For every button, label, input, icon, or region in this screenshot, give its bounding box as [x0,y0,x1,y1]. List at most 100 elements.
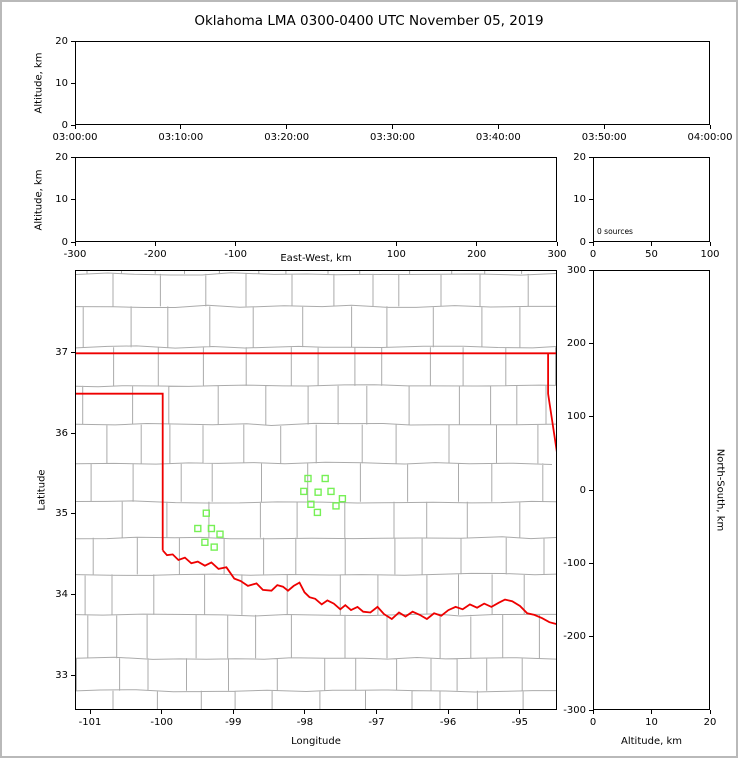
y-tick-label: 10 [573,194,586,205]
x-tick-label: -99 [225,717,242,728]
x-tick-label: 100 [386,249,406,260]
x-tick-label: 03:30:00 [370,132,415,143]
y-axis-label-ew-height: Altitude, km [33,169,45,230]
x-tick-mark [161,710,163,714]
y-tick-label: 36 [55,427,68,439]
x-tick-mark [556,242,558,246]
y-tick-label: 34 [55,589,68,601]
county-boundaries [76,271,556,709]
panel-ns-height [593,270,710,710]
x-tick-label: 03:40:00 [475,132,521,143]
lma-station-marker [332,502,340,510]
lma-station-marker [304,474,312,483]
x-tick-mark [447,710,449,714]
x-tick-mark [392,125,393,129]
x-tick-mark [592,710,594,714]
y-tick-label: 300 [566,264,586,276]
x-tick-label: 03:10:00 [158,132,204,143]
sources-count-annotation: 0 sources [597,227,633,236]
x-tick-mark [286,125,288,129]
y-tick-label: 35 [55,508,68,520]
x-tick-label: 03:20:00 [264,132,310,143]
y-tick-label: 20 [55,35,68,47]
y-tick-label: 10 [55,194,68,205]
x-tick-label: 50 [645,249,658,260]
y-tick-mark [589,241,593,243]
y-tick-label: 10 [55,77,68,89]
x-axis-label-ew-height: East-West, km [280,253,352,264]
x-tick-mark [180,125,182,129]
x-tick-label: 20 [703,717,717,728]
x-tick-label: -98 [296,717,314,728]
x-tick-label: -97 [368,717,385,728]
x-tick-mark [376,710,377,714]
y-tick-label: 0 [61,119,68,131]
x-tick-mark [709,710,711,714]
figure-title: Oklahoma LMA 0300-0400 UTC November 05, … [194,13,544,29]
y-axis-label-plan-view: Latitude [36,469,48,511]
y-tick-mark [71,82,75,84]
lma-station-marker [210,543,218,551]
state-border-red-river-south [162,549,556,625]
x-tick-label: 04:00:00 [687,132,733,143]
x-tick-label: 0 [589,717,597,728]
y-tick-mark [71,594,75,596]
x-tick-label: 0 [589,249,597,260]
panel-ew-height [75,157,557,242]
y-tick-label: -300 [563,704,586,716]
y-axis-label-right-ns-height: North-South, km [714,448,726,532]
lma-station-marker [201,538,209,546]
x-tick-mark [235,242,237,246]
y-tick-label: 20 [573,151,586,163]
lma-station-marker [321,474,329,483]
y-tick-mark [589,156,593,158]
y-tick-mark [71,513,75,515]
y-tick-mark [589,562,593,564]
lma-station-marker [313,508,322,517]
lma-station-marker [327,487,335,496]
y-tick-mark [589,709,593,711]
y-tick-mark [589,636,593,638]
y-tick-mark [71,241,75,243]
state-border-missouri-arkansas-east [547,353,556,453]
lma-station-marker [202,509,211,517]
y-tick-mark [71,156,75,158]
x-tick-mark [304,710,306,714]
x-tick-mark [603,125,605,129]
x-tick-label: -101 [78,717,102,728]
x-tick-mark [709,125,711,129]
panel-time-height [75,41,710,125]
y-tick-label: 0 [61,236,68,248]
y-tick-mark [589,416,593,418]
y-tick-label: 0 [579,236,586,248]
panel-src-hist [593,157,710,242]
lma-station-marker [207,524,216,533]
y-tick-mark [589,269,593,271]
lma-station-marker [194,524,202,533]
y-tick-mark [71,351,75,353]
lma-station-marker [300,487,308,496]
x-tick-label: 200 [467,249,487,260]
y-tick-label: 20 [55,151,68,163]
x-tick-label: 03:50:00 [581,132,627,143]
y-tick-mark [589,489,593,491]
y-tick-mark [71,199,75,200]
x-tick-mark [592,242,594,246]
y-tick-label: 37 [55,346,68,358]
x-tick-label: -300 [63,249,87,260]
y-tick-mark [589,342,593,344]
x-tick-mark [476,242,478,246]
x-tick-label: -95 [511,717,528,728]
oklahoma-map [76,271,556,709]
x-tick-mark [232,710,234,714]
x-tick-label: 10 [645,717,658,728]
x-tick-label: -200 [143,249,167,260]
y-tick-label: -100 [563,557,586,569]
x-tick-mark [74,125,76,129]
x-tick-label: -96 [439,717,457,728]
x-tick-mark [497,125,499,129]
x-tick-mark [74,242,76,246]
x-axis-label-plan-view: Longitude [291,736,341,747]
y-tick-label: 200 [566,337,586,349]
